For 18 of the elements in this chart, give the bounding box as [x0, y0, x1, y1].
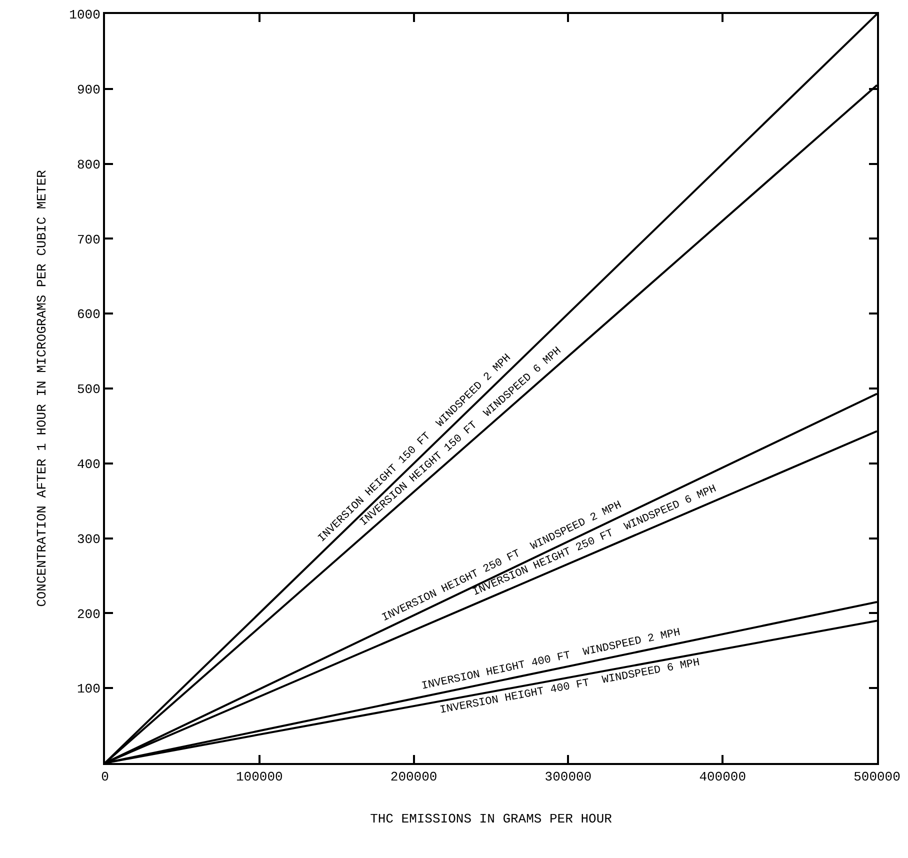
y-tick-label: 1000	[69, 8, 100, 23]
x-tick-label: 200000	[390, 770, 438, 785]
y-tick-label: 600	[76, 307, 100, 322]
y-tick-label: 800	[76, 157, 100, 172]
y-tick-label: 500	[76, 382, 100, 398]
y-tick-label: 900	[76, 82, 100, 98]
y-tick-label: 200	[76, 606, 100, 622]
y-tick-label: 700	[76, 232, 100, 248]
y-tick-label: 300	[76, 532, 100, 547]
x-tick-label: 400000	[699, 770, 746, 785]
x-tick-label: 300000	[544, 770, 592, 785]
x-tick-label: 500000	[854, 770, 900, 785]
x-axis-title: THC EMISSIONS IN GRAMS PER HOUR	[370, 812, 612, 827]
x-tick-label: 0	[101, 770, 109, 785]
y-axis-title: CONCENTRATION AFTER 1 HOUR IN MICROGRAMS PER CUBIC METER	[34, 170, 50, 607]
y-tick-label: 100	[76, 682, 100, 697]
x-tick-label: 100000	[236, 770, 283, 785]
y-tick-label: 400	[76, 456, 100, 472]
